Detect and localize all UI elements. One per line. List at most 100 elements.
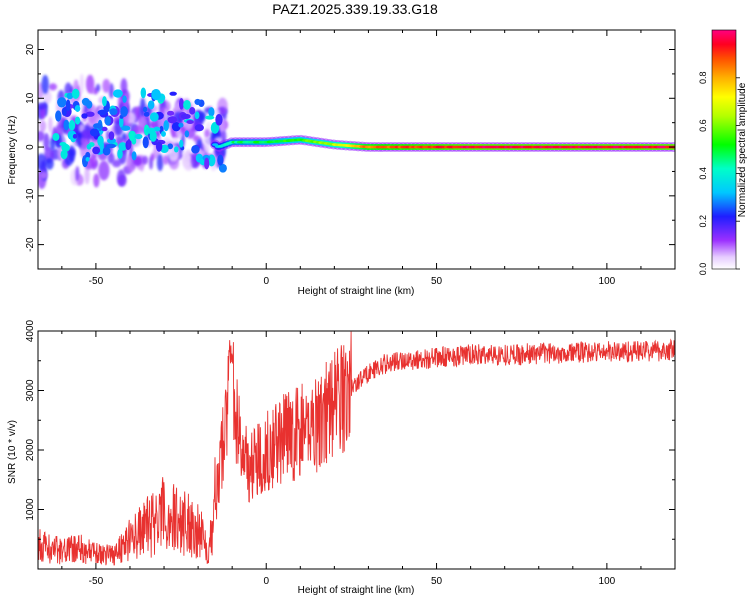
colorbar: 0.0 0.2 0.4 0.6 0.8 Normalized spectral ampl… bbox=[698, 29, 748, 275]
spectrogram-image bbox=[38, 73, 675, 189]
spectrogram-structure-blob bbox=[120, 106, 128, 117]
spectrogram-structure-blob bbox=[102, 96, 107, 107]
spectrogram-structure-blob bbox=[66, 92, 74, 100]
spectrogram-noise-blob bbox=[93, 173, 100, 188]
spectrogram-structure-blob bbox=[151, 88, 161, 101]
snr-y-axis: 1000 2000 3000 4000 bbox=[25, 319, 675, 540]
spectrogram-structure-blob bbox=[102, 146, 111, 156]
spectrogram-structure-blob bbox=[86, 143, 92, 150]
spectrogram-x-tick-label: 50 bbox=[431, 276, 443, 287]
spectrogram-noise-blob bbox=[162, 155, 169, 165]
spectrogram-structure-blob bbox=[184, 130, 190, 138]
spectrogram-structure-blob bbox=[93, 123, 102, 129]
snr-panel: -50 0 50 100 1000 2000 3000 4000 Height of str… bbox=[7, 319, 676, 596]
spectrogram-structure-blob bbox=[210, 122, 220, 134]
spectrogram-x-tick-label: -50 bbox=[89, 276, 104, 287]
spectrogram-noise-blob bbox=[112, 159, 122, 168]
spectrogram-structure-blob bbox=[57, 97, 67, 108]
spectrogram-structure-blob bbox=[85, 111, 95, 117]
spectrogram-noise-blob bbox=[49, 137, 56, 151]
spectrogram-structure-blob bbox=[52, 133, 60, 141]
spectrogram-structure-blob bbox=[129, 133, 134, 142]
spectrogram-noise-blob bbox=[84, 166, 90, 185]
spectrogram-structure-blob bbox=[74, 104, 81, 112]
spectrogram-noise-blob bbox=[81, 129, 91, 139]
spectrogram-structure-blob bbox=[86, 100, 93, 109]
spectrogram-noise-blob bbox=[198, 111, 207, 121]
spectrogram-structure-blob bbox=[142, 106, 148, 113]
spectrogram-structure-blob bbox=[112, 89, 123, 98]
snr-background bbox=[38, 331, 675, 569]
spectrogram-structure-blob bbox=[189, 107, 196, 115]
spectrogram-noise-blob bbox=[150, 153, 155, 161]
spectrogram-structure-blob bbox=[183, 99, 191, 110]
spectrogram-y-tick-label: -20 bbox=[25, 237, 36, 252]
snr-x-tick-label: -50 bbox=[89, 576, 104, 587]
spectrogram-structure-blob bbox=[215, 113, 223, 126]
spectrogram-structure-blob bbox=[149, 112, 159, 122]
spectrogram-structure-blob bbox=[194, 124, 204, 132]
spectrogram-noise-blob bbox=[38, 153, 47, 171]
spectrogram-structure-blob bbox=[104, 116, 111, 126]
spectrogram-structure-blob bbox=[155, 141, 163, 152]
spectrogram-noise-blob bbox=[181, 152, 192, 168]
spectrogram-structure-blob bbox=[106, 143, 117, 149]
spectrogram-noise-blob bbox=[204, 129, 210, 138]
spectrogram-noise-blob bbox=[45, 157, 54, 170]
snr-y-tick-label: 2000 bbox=[25, 438, 36, 461]
snr-x-tick-label: 0 bbox=[263, 576, 269, 587]
spectrogram-noise-blob bbox=[48, 116, 53, 133]
spectrogram-structure-blob bbox=[194, 98, 201, 106]
spectrogram-structure-blob bbox=[131, 151, 137, 161]
spectrogram-structure-blob bbox=[204, 157, 210, 170]
colorbar-tick-label: 0.2 bbox=[698, 215, 708, 228]
spectrogram-structure-blob bbox=[173, 146, 179, 153]
spectrogram-structure-blob bbox=[97, 109, 107, 116]
spectrogram-noise-blob bbox=[107, 153, 115, 164]
spectrogram-noise-blob bbox=[120, 78, 128, 95]
spectrogram-structure-blob bbox=[145, 127, 156, 134]
spectrogram-structure-blob bbox=[61, 107, 67, 116]
spectrogram-noise-blob bbox=[156, 153, 164, 172]
snr-y-tick-label: 1000 bbox=[25, 498, 36, 521]
spectrogram-structure-blob bbox=[142, 136, 149, 149]
spectrogram-structure-blob bbox=[191, 145, 200, 154]
spectrogram-structure-blob bbox=[167, 116, 178, 124]
spectrogram-noise-blob bbox=[79, 73, 85, 94]
spectrogram-noise-blob bbox=[95, 83, 101, 92]
colorbar-ticks: 0.0 0.2 0.4 0.6 0.8 bbox=[698, 72, 740, 275]
spectrogram-structure-blob bbox=[178, 122, 184, 128]
spectrogram-x-label: Height of straight line (km) bbox=[298, 286, 415, 297]
spectrogram-x-axis: -50 0 50 100 bbox=[61, 30, 676, 287]
snr-series-line bbox=[38, 331, 675, 566]
spectrogram-noise-blob bbox=[90, 153, 97, 167]
spectrogram-structure-blob bbox=[72, 134, 78, 139]
spectrogram-y-axis: 20 10 0 -10 -20 bbox=[25, 44, 675, 270]
spectrogram-structure-blob bbox=[68, 120, 76, 131]
colorbar-label: Normalized spectral amplitude bbox=[737, 82, 748, 217]
spectrogram-structure-blob bbox=[218, 163, 227, 173]
spectrogram-structure-blob bbox=[109, 108, 118, 116]
spectrogram-structure-blob bbox=[81, 113, 88, 119]
spectrogram-structure-blob bbox=[74, 116, 81, 125]
spectrogram-structure-blob bbox=[169, 91, 177, 96]
spectrogram-noise-blob bbox=[39, 120, 47, 133]
spectrogram-frame bbox=[37, 29, 676, 270]
spectrogram-structure-blob bbox=[127, 138, 132, 150]
spectrogram-noise-blob bbox=[43, 132, 50, 151]
spectrogram-structure-blob bbox=[85, 156, 90, 162]
spectrogram-noise-blob bbox=[75, 165, 80, 182]
spectrogram-noise-blob bbox=[38, 130, 45, 142]
spectrogram-noise-blob bbox=[139, 97, 146, 118]
spectrogram-structure-blob bbox=[119, 116, 124, 128]
spectrogram-noise-blob bbox=[39, 171, 48, 180]
spectrogram-noise-blob bbox=[127, 112, 136, 124]
spectrogram-noise-blob bbox=[48, 83, 58, 91]
spectrogram-noise-blob bbox=[102, 78, 111, 93]
spectrogram-structure-blob bbox=[121, 125, 131, 131]
spectrogram-structure-blob bbox=[92, 146, 101, 155]
spectrogram-structure-blob bbox=[205, 115, 215, 120]
spectrogram-structure-blob bbox=[180, 113, 191, 119]
spectrogram-structure-blob bbox=[134, 133, 143, 140]
